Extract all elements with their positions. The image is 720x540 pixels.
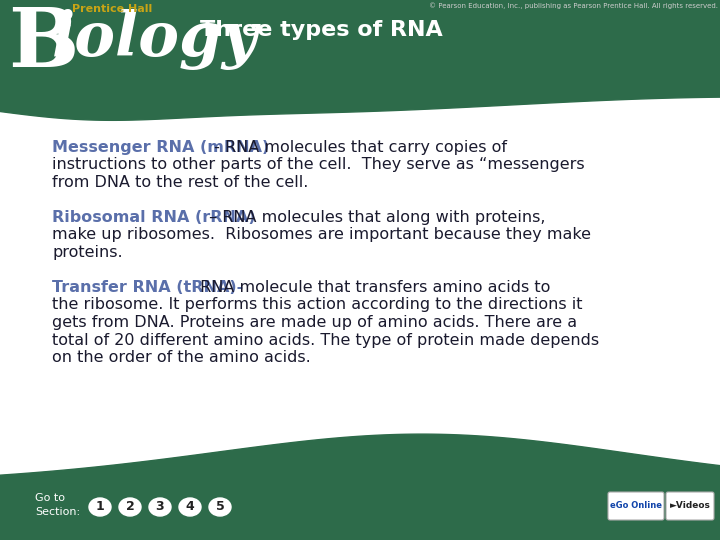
Text: Transfer RNA (tRNA)-: Transfer RNA (tRNA)- <box>52 280 243 295</box>
Text: 4: 4 <box>186 501 194 514</box>
Text: make up ribosomes.  Ribosomes are important because they make: make up ribosomes. Ribosomes are importa… <box>52 227 591 242</box>
Text: eGo Online: eGo Online <box>610 502 662 510</box>
Text: 1: 1 <box>96 501 104 514</box>
FancyBboxPatch shape <box>608 492 664 520</box>
Text: Go to
Section:: Go to Section: <box>35 494 80 517</box>
Text: Three types of RNA: Three types of RNA <box>200 20 443 40</box>
Ellipse shape <box>179 498 201 516</box>
Text: RNA molecule that transfers amino acids to: RNA molecule that transfers amino acids … <box>195 280 550 295</box>
Text: the ribosome. It performs this action according to the directions it: the ribosome. It performs this action ac… <box>52 298 582 313</box>
Ellipse shape <box>119 498 141 516</box>
Text: ►Videos: ►Videos <box>670 502 711 510</box>
Text: 2: 2 <box>125 501 135 514</box>
Text: iology: iology <box>52 9 258 70</box>
Text: gets from DNA. Proteins are made up of amino acids. There are a: gets from DNA. Proteins are made up of a… <box>52 315 577 330</box>
Text: © Pearson Education, Inc., publishing as Pearson Prentice Hall. All rights reser: © Pearson Education, Inc., publishing as… <box>429 2 718 9</box>
Polygon shape <box>0 0 720 120</box>
Text: instructions to other parts of the cell.  They serve as “messengers: instructions to other parts of the cell.… <box>52 158 585 172</box>
Ellipse shape <box>149 498 171 516</box>
Text: Messenger RNA (mRNA): Messenger RNA (mRNA) <box>52 140 269 155</box>
FancyBboxPatch shape <box>666 492 714 520</box>
Text: 3: 3 <box>156 501 164 514</box>
Text: on the order of the amino acids.: on the order of the amino acids. <box>52 350 311 365</box>
Text: B: B <box>8 4 78 84</box>
Text: – RNA molecules that along with proteins,: – RNA molecules that along with proteins… <box>204 210 546 225</box>
Polygon shape <box>0 434 720 540</box>
Text: Prentice Hall: Prentice Hall <box>72 4 152 14</box>
Text: Ribosomal RNA (rRNA): Ribosomal RNA (rRNA) <box>52 210 256 225</box>
Text: from DNA to the rest of the cell.: from DNA to the rest of the cell. <box>52 175 308 190</box>
Text: 5: 5 <box>215 501 225 514</box>
Ellipse shape <box>89 498 111 516</box>
Text: total of 20 different amino acids. The type of protein made depends: total of 20 different amino acids. The t… <box>52 333 599 348</box>
Ellipse shape <box>209 498 231 516</box>
Text: - RNA molecules that carry copies of: - RNA molecules that carry copies of <box>209 140 507 155</box>
Text: proteins.: proteins. <box>52 245 122 260</box>
